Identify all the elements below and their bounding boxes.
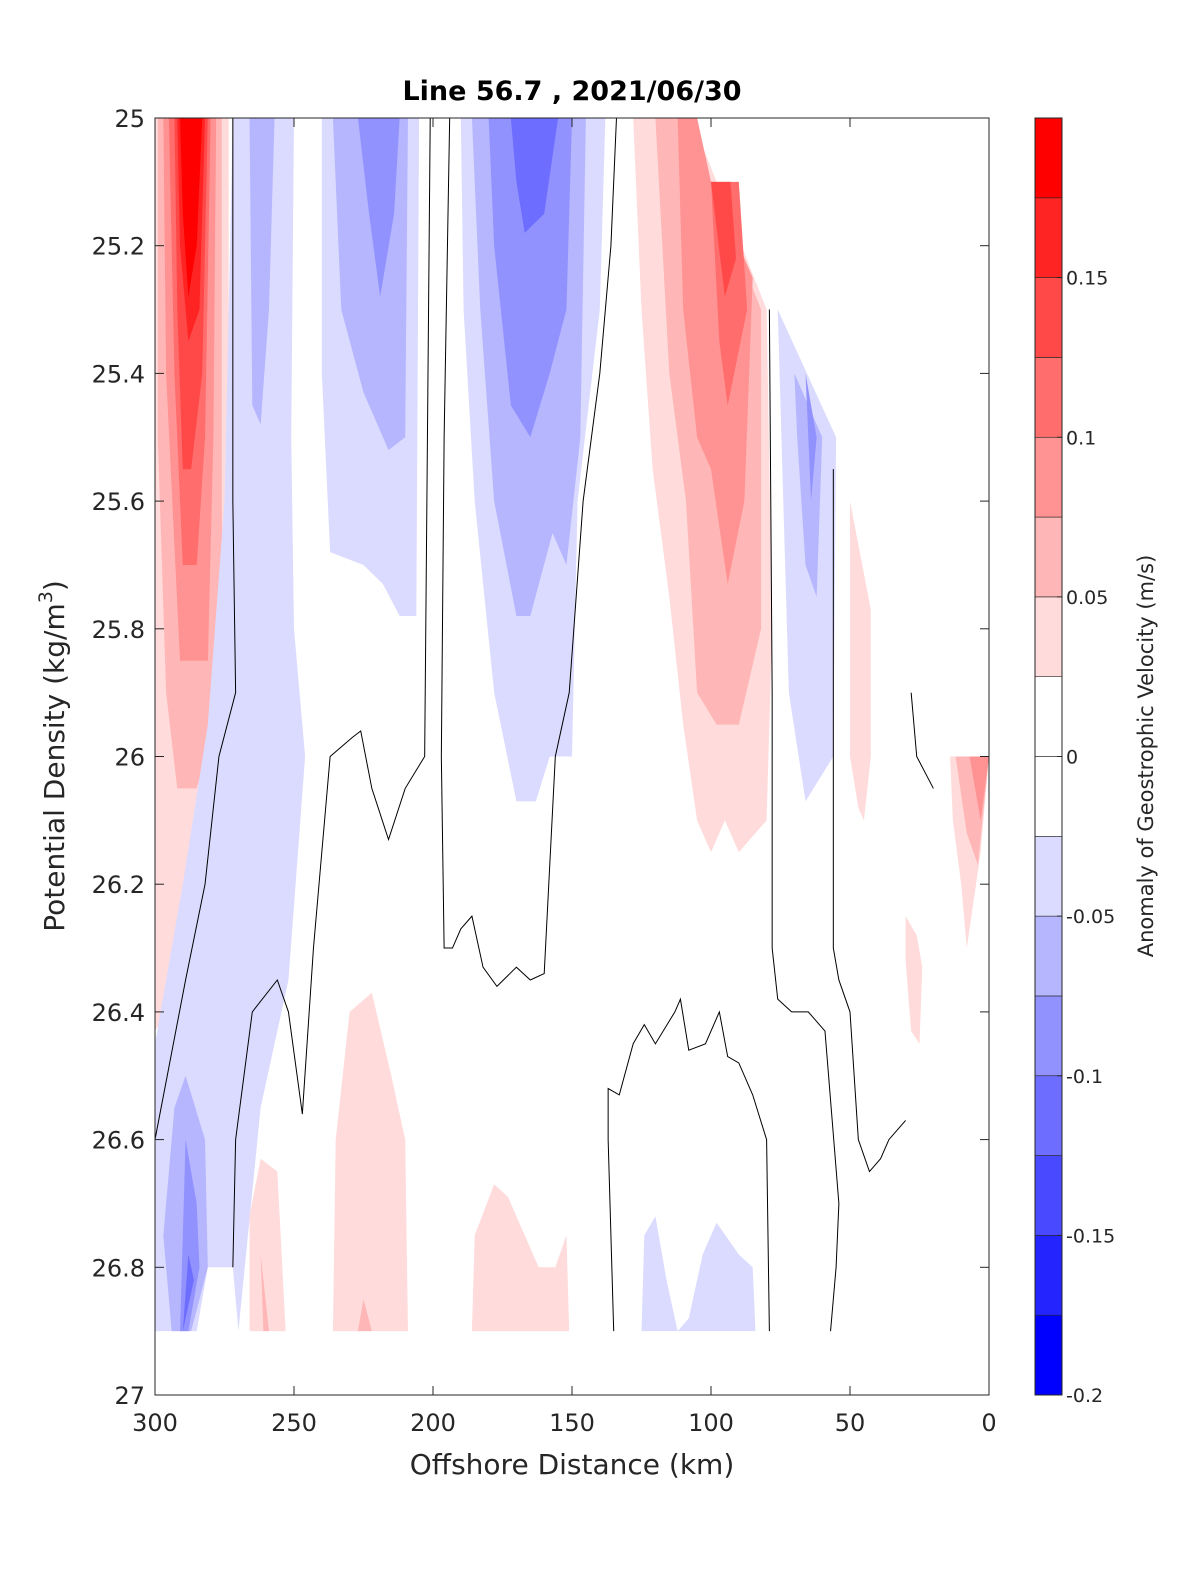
contour-line-4 [832,469,906,1173]
colorbar-segment [1034,1235,1063,1316]
x-tick-label: 0 [981,1409,996,1437]
contour-region-17 [488,118,572,438]
contour-region-31 [969,756,989,821]
colorbar-tick-label: -0.2 [1066,1385,1103,1407]
colorbar-segment [1034,676,1063,757]
contour-region-28 [905,916,923,1044]
colorbar-segment [1034,995,1063,1077]
colorbar-segment [1034,756,1063,837]
y-axis-label-main: Potential Density (kg/m [38,603,71,932]
colorbar-tick-label: -0.15 [1066,1225,1115,1247]
y-axis-label: Potential Density (kg/m3) [35,580,71,932]
contour-line-5 [910,692,934,789]
colorbar-segment [1034,836,1063,917]
y-tick-label: 25.8 [92,616,145,644]
y-tick-label: 25.2 [92,233,145,261]
contour-region-33 [260,1254,269,1332]
contour-region-14 [357,118,400,297]
colorbar-segment [1034,1155,1063,1236]
colorbar-segment [1034,197,1063,278]
contour-region-35 [357,1299,372,1332]
y-tick-label: 26.8 [92,1254,145,1282]
colorbar-segment [1034,915,1063,997]
colorbar-segment [1034,1075,1063,1156]
colorbar-segment [1034,357,1063,438]
contour-line-1 [232,117,431,1268]
y-tick-label: 26.4 [92,999,145,1027]
colorbar-tick-label: 0.1 [1066,427,1096,449]
y-tick-label: 26.6 [92,1127,145,1155]
zero-contour-lines [154,117,934,1332]
contour-region-34 [332,992,408,1332]
x-tick-label: 100 [688,1409,734,1437]
y-tick-label: 25.4 [92,360,145,388]
y-tick-label: 26.2 [92,871,145,899]
colorbar-segment [1034,117,1063,199]
x-tick-label: 200 [410,1409,456,1437]
x-tick-label: 50 [835,1409,866,1437]
y-tick-label: 25 [114,105,145,133]
colorbar-tick-label: -0.1 [1066,1066,1103,1088]
chart-title: Line 56.7 , 2021/06/30 [402,76,741,107]
y-axis-label-end: ) [38,580,71,591]
colorbar-segment [1034,277,1063,358]
y-axis-ticks: 25 25.2 25.4 25.6 25.8 26 26.2 26.4 26.6 26.8 27 [92,105,989,1410]
x-tick-label: 150 [549,1409,595,1437]
contour-region-7 [155,118,306,1332]
colorbar: 0.15 0.1 0.05 0 -0.05 -0.1 -0.15 -0.2 [1034,117,1115,1407]
filled-contours [155,118,989,1332]
colorbar-segment [1034,1314,1063,1396]
colorbar-segment [1034,436,1063,518]
x-axis-label: Offshore Distance (km) [410,1448,735,1481]
contour-region-11 [182,1254,194,1332]
contour-region-18 [510,118,559,233]
colorbar-segment [1034,596,1063,677]
contour-region-32 [249,1158,286,1332]
colorbar-tick-label: 0 [1066,747,1078,769]
y-tick-label: 25.6 [92,488,145,516]
y-axis-label-sup: 3 [35,591,57,603]
colorbar-segment [1034,516,1063,598]
colorbar-tick-label: 0.05 [1066,587,1108,609]
contour-line-0 [154,118,237,1140]
x-tick-label: 250 [271,1409,317,1437]
contour-region-27 [850,501,871,821]
y-tick-label: 26 [114,744,145,772]
plot-area: 300 250 200 150 100 50 0 2525.225.425.625.8262… [92,105,997,1437]
contour-region-6 [180,118,203,297]
contour-line-6 [607,997,770,1332]
contour-region-23 [711,181,737,297]
x-axis-ticks: 300 250 200 150 100 50 0 [132,118,997,1437]
contour-region-8 [249,118,275,425]
contour-region-10 [180,1139,200,1332]
contour-line-3 [768,309,840,1332]
contour-line-2 [440,117,617,988]
colorbar-tick-label: 0.15 [1066,268,1108,290]
contour-region-37 [641,1216,756,1332]
y-tick-label: 27 [114,1382,145,1410]
x-tick-label: 300 [132,1409,178,1437]
colorbar-label: Anomaly of Geostrophic Velocity (m/s) [1134,555,1158,958]
contour-region-26 [805,373,817,502]
colorbar-tick-label: -0.05 [1066,906,1115,928]
contour-region-36 [471,1184,570,1332]
